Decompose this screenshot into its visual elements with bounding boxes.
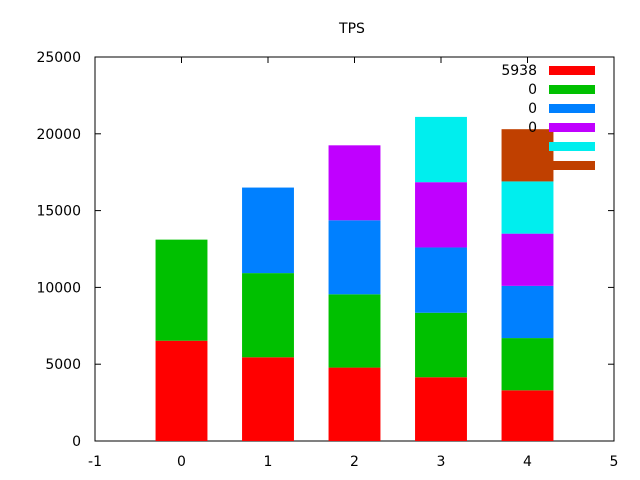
- x-tick-label: -1: [88, 454, 102, 470]
- bar-segment: [415, 247, 467, 313]
- bar-segment: [501, 181, 554, 234]
- bar-segment: [415, 377, 467, 441]
- legend-swatch: [549, 85, 595, 94]
- bar-segment: [155, 340, 208, 441]
- x-axis: -1 0 1 2 3 4 5: [88, 57, 618, 470]
- y-tick-label: 5000: [45, 357, 81, 373]
- bars: [155, 116, 554, 441]
- bar-segment: [501, 233, 554, 286]
- bar-segment: [415, 182, 467, 248]
- legend-swatch: [549, 104, 595, 113]
- legend-label: 0: [528, 101, 537, 117]
- y-tick-label: 15000: [36, 204, 81, 220]
- bar-segment: [328, 294, 381, 368]
- y-tick-label: 0: [72, 434, 81, 450]
- legend-swatch: [549, 142, 595, 151]
- x-tick-label: 4: [523, 454, 532, 470]
- bar-segment: [328, 367, 381, 441]
- x-tick-label: 1: [264, 454, 273, 470]
- x-tick-label: 2: [350, 454, 359, 470]
- y-tick-label: 10000: [36, 280, 81, 296]
- bar-segment: [242, 273, 294, 358]
- legend-swatch: [549, 123, 595, 132]
- y-axis: 0 5000 10000 15000 20000 25000: [36, 50, 614, 450]
- legend-label: 0: [528, 120, 537, 136]
- x-tick-label: 0: [177, 454, 186, 470]
- legend-swatch: [549, 161, 595, 170]
- bar-segment: [501, 285, 554, 339]
- legend-label: 0: [528, 82, 537, 98]
- bar-segment: [501, 390, 554, 441]
- bar-segment: [155, 239, 208, 341]
- x-tick-label: 3: [437, 454, 446, 470]
- bar-segment: [501, 129, 554, 182]
- legend-swatch: [549, 66, 595, 75]
- y-tick-label: 20000: [36, 127, 81, 143]
- bar-segment: [415, 116, 467, 183]
- bar-segment: [415, 312, 467, 378]
- chart-title: TPS: [338, 21, 365, 37]
- bar-segment: [242, 357, 294, 441]
- bar-segment: [501, 338, 554, 391]
- legend-label: 5938: [501, 63, 537, 79]
- legend: 5938 0 0 0: [501, 63, 595, 170]
- bar-segment: [242, 187, 294, 274]
- bar-segment: [328, 145, 381, 221]
- x-tick-label: 5: [610, 454, 619, 470]
- y-tick-label: 25000: [36, 50, 81, 66]
- bar-segment: [328, 220, 381, 295]
